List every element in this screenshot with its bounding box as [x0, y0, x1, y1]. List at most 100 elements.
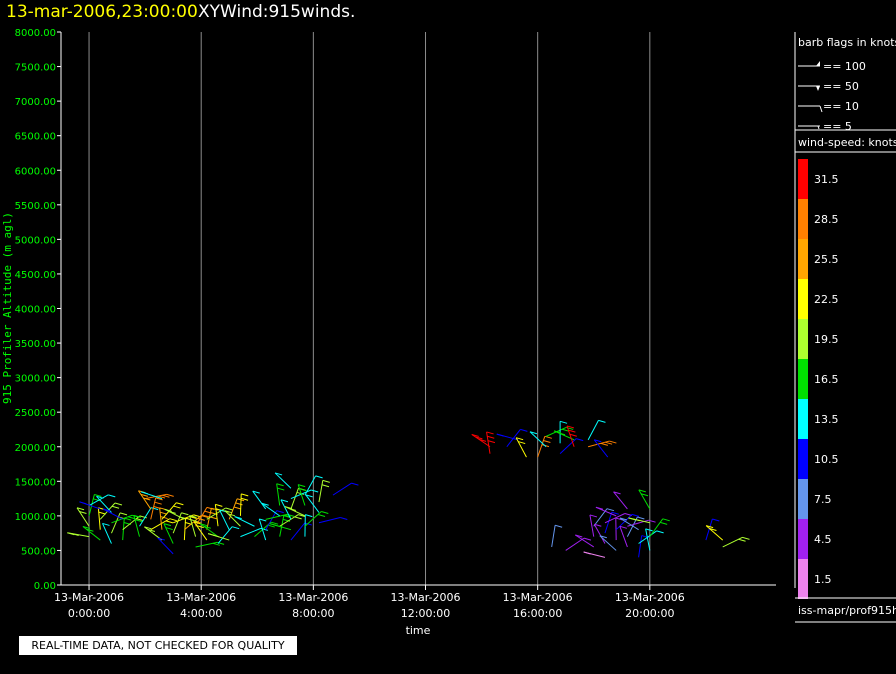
wind-barb [619, 525, 628, 548]
wind-barb [506, 428, 528, 448]
wind-barb [103, 508, 123, 520]
x-axis-ticks: 13-Mar-2006 0:00:00 13-Mar-2006 4:00:00 13-M… [54, 585, 685, 620]
x-tick-time: 4:00:00 [180, 607, 222, 620]
wind-barb [133, 514, 143, 537]
wind-barb [559, 438, 584, 455]
wind-barb [705, 525, 724, 541]
wind-barb [82, 526, 101, 541]
x-axis-label: time [406, 624, 431, 637]
wind-barb [628, 517, 650, 524]
header-product-name: XYWind:915winds. [198, 2, 356, 22]
x-tick-time: 20:00:00 [625, 607, 674, 620]
barb-legend-item: == 100 [798, 60, 866, 73]
wind-barb [297, 484, 307, 506]
colorbar-label: 22.5 [814, 293, 839, 306]
wind-barb [208, 533, 230, 541]
wind-barb [189, 514, 198, 537]
wind-barb [722, 536, 750, 548]
wind-barb [122, 515, 147, 531]
x-tick-time: 16:00:00 [513, 607, 562, 620]
wind-barb [239, 493, 249, 516]
y-tick-label: 2500.00 [15, 408, 56, 419]
barb-legend-items: == 100 == 50 == 10 == 5 [798, 60, 866, 133]
wind-barb [279, 514, 292, 537]
colorbar-swatch [798, 159, 808, 199]
colorbar-swatch [798, 279, 808, 319]
svg-text:== 10: == 10 [823, 100, 859, 113]
x-tick-date: 13-Mar-2006 [166, 591, 236, 604]
y-tick-label: 7000.00 [15, 97, 56, 108]
x-tick-date: 13-Mar-2006 [278, 591, 348, 604]
wind-barb [537, 435, 552, 458]
x-tick-time: 12:00:00 [401, 607, 450, 620]
wind-barb [67, 532, 90, 538]
x-tick-time: 0:00:00 [68, 607, 110, 620]
wind-barb [471, 433, 491, 448]
wind-barbs [67, 419, 750, 558]
wind-barb [279, 514, 306, 527]
x-tick-date: 13-Mar-2006 [54, 591, 124, 604]
wind-barb [290, 487, 306, 510]
y-tick-label: 4000.00 [15, 305, 56, 316]
colorbar-label: 7.5 [814, 493, 832, 506]
wind-barb [159, 507, 168, 530]
wind-barb [224, 510, 241, 527]
wind-barb [144, 526, 163, 541]
wind-barb [269, 523, 292, 531]
barb-legend-title: barb flags in knots [798, 36, 896, 49]
x-tick-date: 13-Mar-2006 [503, 591, 573, 604]
y-tick-label: 1500.00 [15, 477, 56, 488]
wind-barb [615, 513, 640, 531]
x-tick-date: 13-Mar-2006 [615, 591, 685, 604]
x-tick-date: 13-Mar-2006 [391, 591, 461, 604]
wind-barb [96, 495, 112, 513]
y-tick-label: 2000.00 [15, 443, 56, 454]
y-tick-label: 5000.00 [15, 235, 56, 246]
wind-barb [258, 518, 267, 541]
wind-barb [595, 506, 617, 517]
y-tick-label: 500.00 [21, 546, 56, 557]
wind-barb [588, 440, 617, 448]
wind-barb [515, 437, 527, 458]
wind-barb [157, 537, 174, 555]
wind-barb [566, 425, 577, 447]
wind-barb [140, 491, 163, 500]
wind-barb [252, 490, 267, 510]
wind-barb [649, 518, 670, 537]
wind-barb [615, 517, 623, 541]
wind-barb [97, 507, 106, 530]
y-tick-label: 3000.00 [15, 374, 56, 385]
wind-barb [593, 439, 609, 458]
wind-barb [290, 522, 312, 541]
wind-barb [559, 420, 568, 444]
wind-barb [529, 431, 547, 448]
wind-barb [496, 433, 519, 441]
colorbar-swatch [798, 439, 808, 479]
wind-barb [599, 535, 617, 551]
barb-legend-item: == 50 [798, 80, 859, 93]
colorbar-swatch [798, 559, 808, 599]
source-label: iss-mapr/prof915h [798, 604, 896, 617]
wind-barb [139, 507, 159, 527]
wind-barb [150, 518, 177, 531]
y-axis-label: 915 Profiler Altitude (m agl) [1, 212, 14, 404]
y-tick-label: 0.00 [34, 581, 56, 592]
wind-barb [305, 494, 320, 513]
wind-barb [76, 507, 90, 527]
wind-barb [163, 523, 174, 544]
wind-barb [217, 526, 240, 544]
wind-barb [486, 431, 496, 454]
wind-barb [638, 530, 664, 544]
svg-text:== 50: == 50 [823, 80, 859, 93]
colorbar-label: 31.5 [814, 173, 839, 186]
colorbar-label: 1.5 [814, 573, 832, 586]
y-tick-label: 3500.00 [15, 339, 56, 350]
wind-barb [265, 510, 284, 530]
quality-disclaimer: REAL-TIME DATA, NOT CHECKED FOR QUALITY [19, 636, 297, 655]
y-axis-ticks: 0.00 500.00 1000.00 1500.00 2000.00 2500.00 30… [15, 28, 61, 592]
wind-barb [193, 521, 208, 541]
colorbar-label: 28.5 [814, 213, 839, 226]
colorbar-label: 4.5 [814, 533, 832, 546]
wind-barb [164, 508, 185, 520]
